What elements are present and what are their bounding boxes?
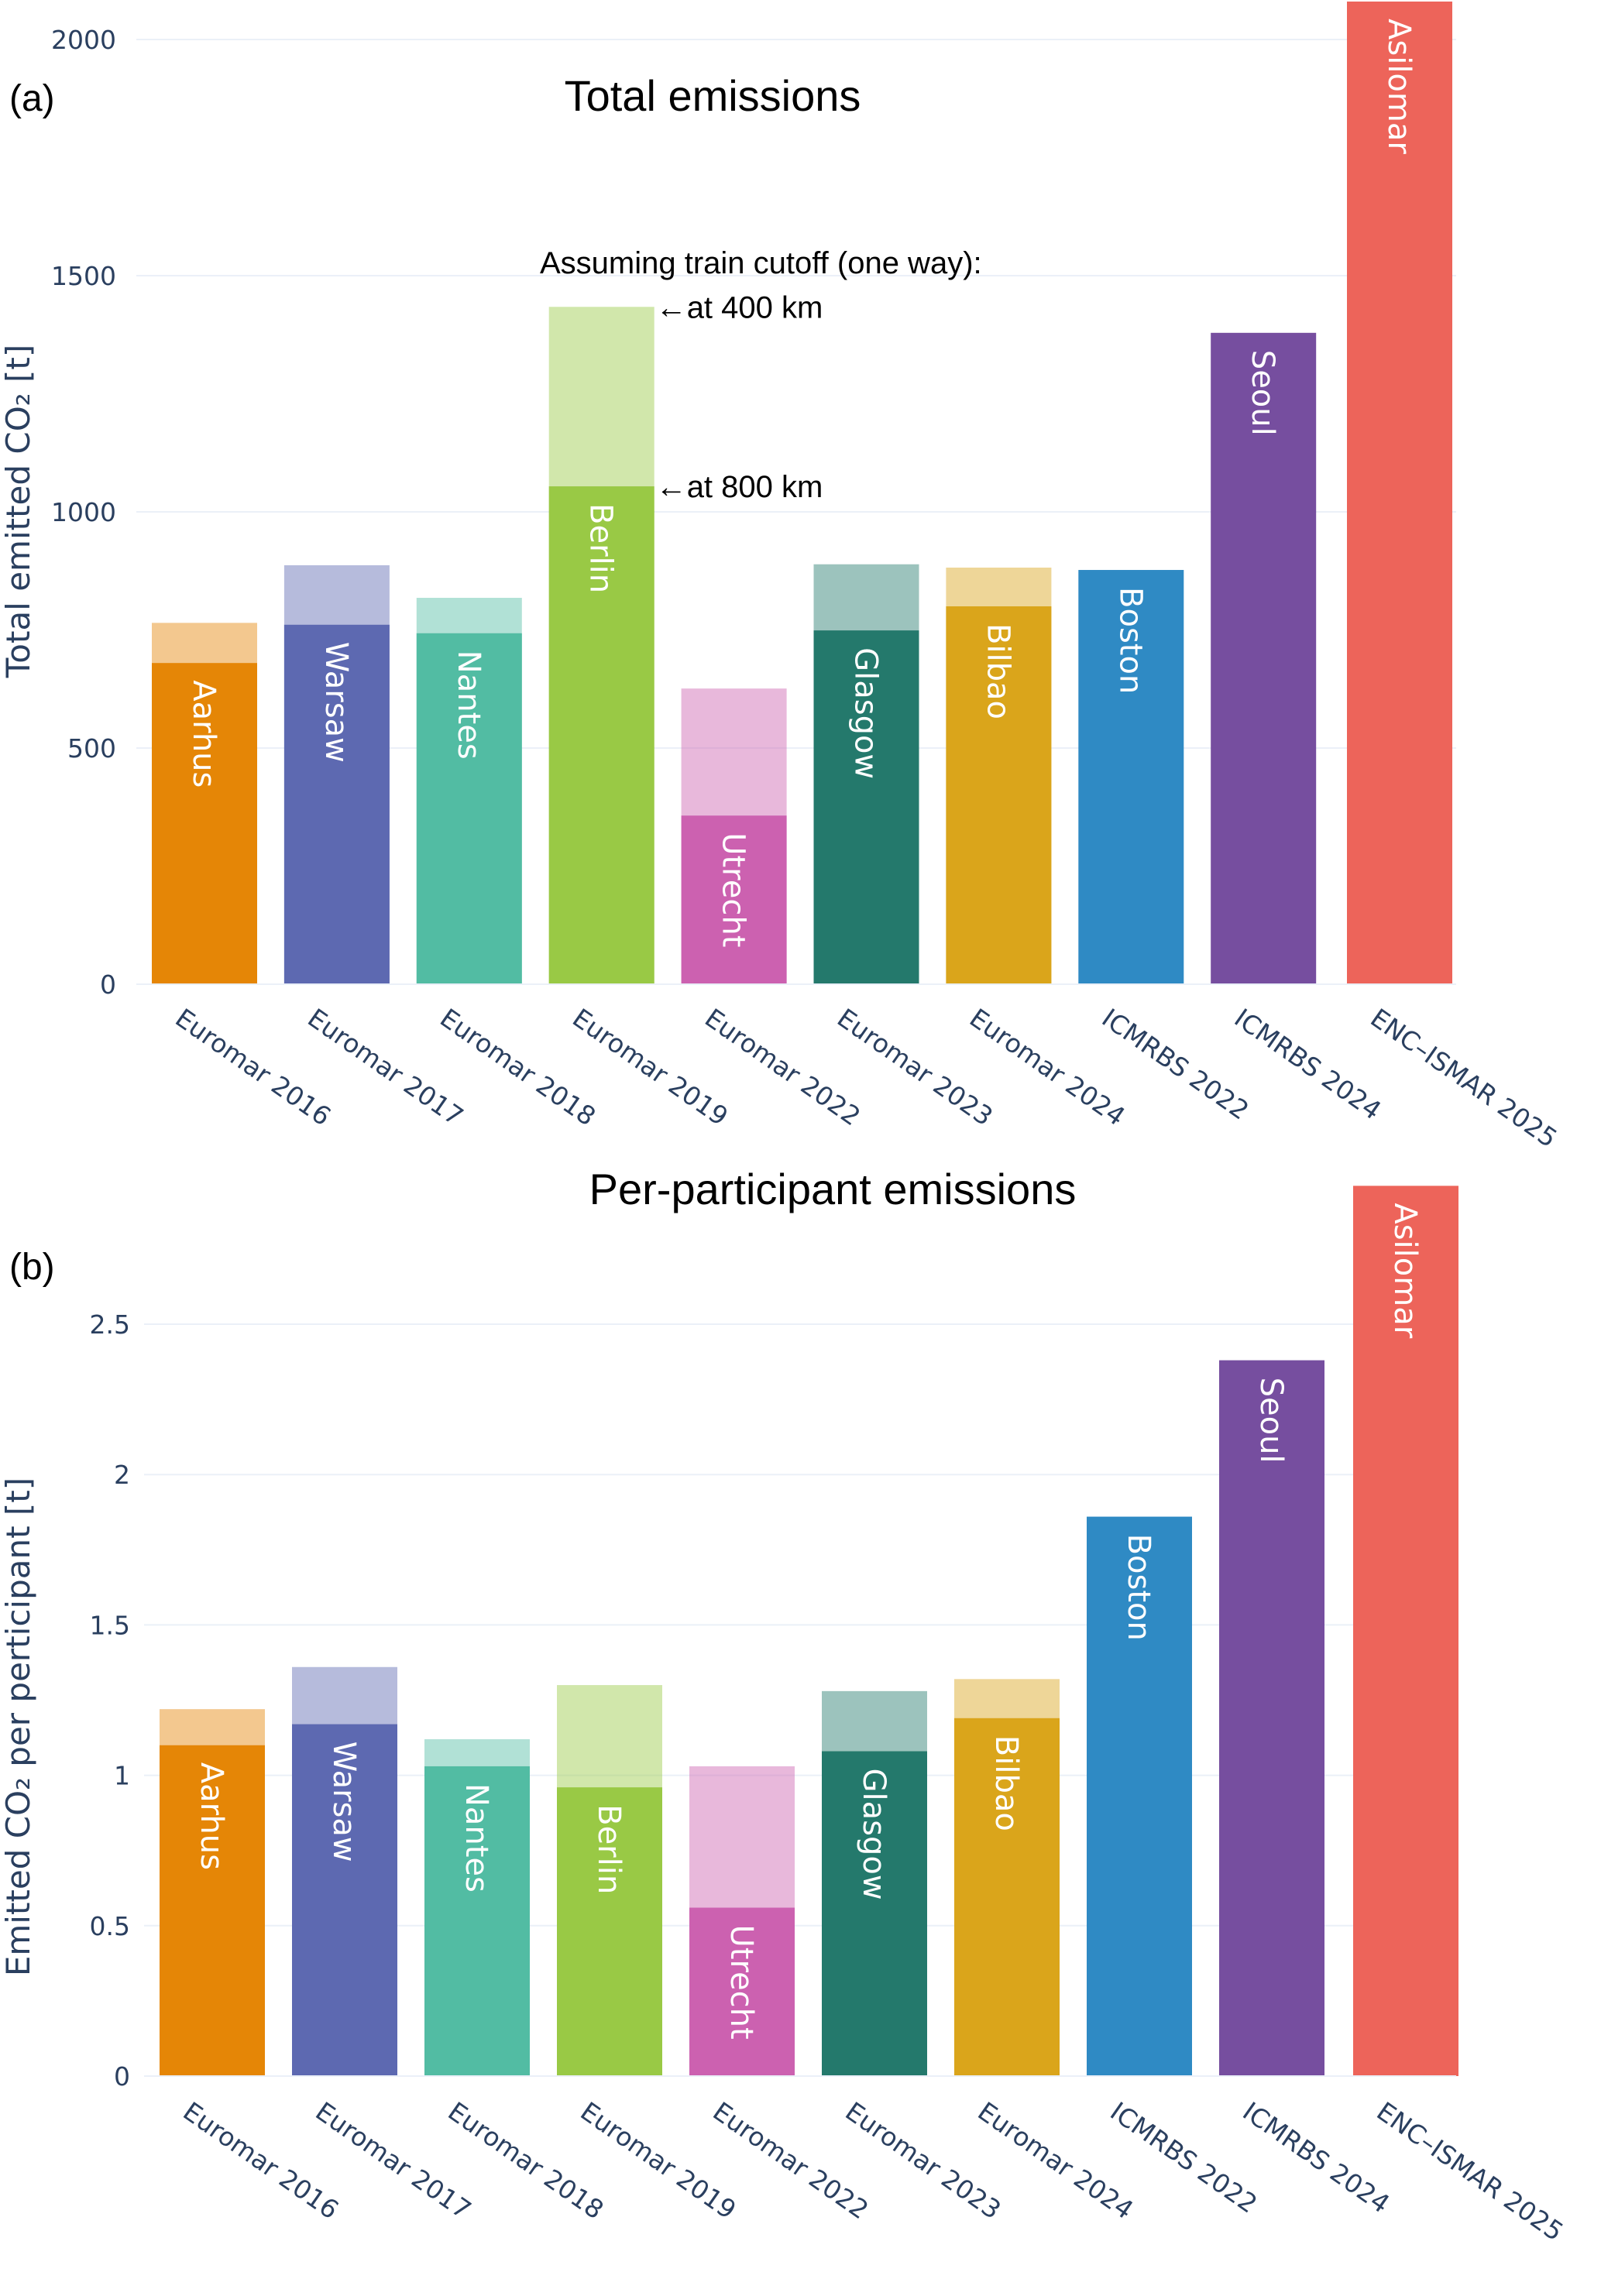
bar-cutoff-800km [283, 624, 390, 984]
annotation-400km: ←at 400 km [656, 290, 823, 324]
y-tick-label: 0 [114, 2061, 130, 2092]
y-tick-label: 0 [100, 970, 116, 1000]
bar-cutoff-800km [946, 606, 1052, 984]
annotation-800km: ←at 800 km [656, 470, 823, 504]
bar-text-label: Utrecht [723, 1924, 759, 2039]
bar-text-label: Seoul [1253, 1378, 1289, 1464]
y-tick-label: 2 [114, 1460, 130, 1490]
y-tick-label: 2.5 [90, 1309, 130, 1340]
bar-text-label: Nantes [451, 650, 486, 760]
bars-group [160, 1186, 1458, 2076]
panel-total-emissions: 0 500 1000 1500 2000 Total emissions (a) Total … [0, 2, 1563, 1154]
x-tick-label: ENC–ISMAR 2025 [1365, 1003, 1562, 1154]
bar-text-label: Warsaw [326, 1742, 362, 1862]
bar-text-label: Berlin [583, 503, 619, 593]
bar-cutoff-800km [813, 630, 919, 984]
bar-text-label: Bilbao [988, 1735, 1024, 1831]
bar-text-label: Glasgow [848, 647, 884, 779]
y-tick-label: 500 [67, 733, 116, 764]
bar-text-label: Utrecht [716, 832, 751, 947]
annotation-train-cutoff: Assuming train cutoff (one way): [540, 246, 982, 280]
bar-cutoff-800km [548, 486, 654, 984]
panel-tag: (a) [9, 78, 55, 119]
bar-text-label: Asilomar [1387, 1203, 1423, 1338]
chart-title: Total emissions [565, 71, 861, 120]
bar-cutoff-800km [424, 1766, 530, 2076]
bar-text-label: Boston [1112, 587, 1148, 694]
bar-cutoff-800km [1078, 570, 1184, 984]
bar-cutoff-800km [152, 663, 257, 984]
bar-text-label: Asilomar [1381, 19, 1417, 154]
bar-cutoff-800km [416, 633, 522, 984]
bar-text-label: Aarhus [194, 1762, 229, 1870]
y-axis-title: Emitted CO₂ per perticipant [t] [0, 1477, 37, 1976]
panel-per-participant-emissions: 0 0.5 1 1.5 2 2.5 Per-participant emissions (b)… [0, 1165, 1569, 2247]
bars-group [152, 2, 1452, 984]
x-tick-label: ENC–ISMAR 2025 [1371, 2096, 1568, 2247]
bar-cutoff-800km [160, 1745, 265, 2076]
y-tick-label: 1 [114, 1761, 130, 1791]
y-tick-label: 1000 [51, 497, 116, 527]
bar-cutoff-800km [1347, 2, 1452, 984]
bar-cutoff-800km [292, 1724, 397, 2076]
x-tick-label: ICMRBS 2024 [1229, 1003, 1387, 1126]
y-tick-label: 1500 [51, 261, 116, 291]
bar-cutoff-800km [1219, 1360, 1324, 2076]
y-axis-title: Total emitted CO₂ [t] [0, 345, 37, 678]
bar-cutoff-800km [1211, 332, 1317, 984]
bar-cutoff-800km [954, 1718, 1060, 2076]
bar-cutoff-800km [689, 1907, 795, 2076]
bar-cutoff-800km [822, 1751, 927, 2076]
bar-text-label: Glasgow [856, 1769, 892, 1900]
bar-text-label: Boston [1121, 1534, 1156, 1641]
chart-title: Per-participant emissions [589, 1165, 1077, 1213]
bar-cutoff-800km [681, 815, 787, 984]
bar-text-label: Aarhus [186, 680, 222, 788]
y-tick-label: 1.5 [90, 1610, 130, 1640]
bar-text-label: Seoul [1245, 350, 1280, 436]
y-tick-label: 0.5 [90, 1911, 130, 1941]
panel-tag: (b) [9, 1247, 55, 1288]
bar-cutoff-800km [557, 1787, 662, 2076]
y-tick-label: 2000 [51, 25, 116, 55]
bar-cutoff-800km [1087, 1516, 1192, 2076]
bar-text-label: Berlin [591, 1804, 627, 1894]
bar-text-label: Warsaw [318, 642, 354, 763]
bar-text-label: Nantes [459, 1783, 494, 1893]
bar-text-label: Bilbao [980, 623, 1015, 719]
x-tick-label: ICMRBS 2024 [1237, 2096, 1395, 2219]
bar-cutoff-800km [1353, 1186, 1458, 2076]
